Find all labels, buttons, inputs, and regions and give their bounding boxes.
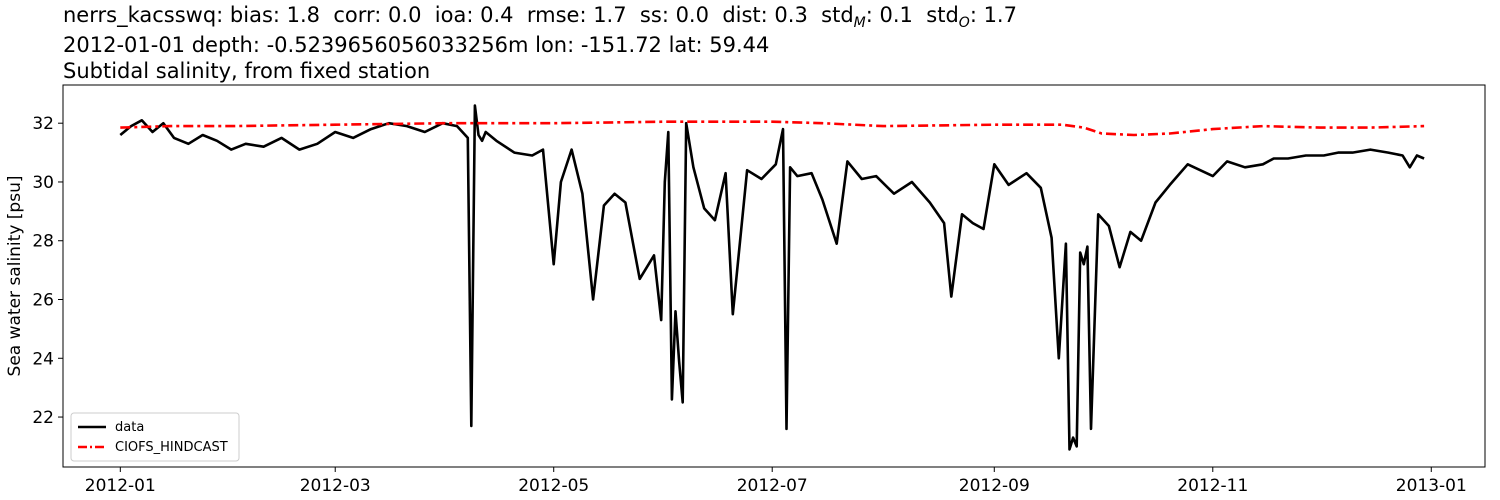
legend-label-ciofs: CIOFS_HINDCAST (115, 440, 228, 455)
plot-frame (62, 84, 1486, 468)
x-tick-label: 2012-07 (737, 476, 808, 496)
y-tick-label: 32 (32, 114, 54, 134)
series-line-ciofs-hindcast (120, 120, 1425, 137)
stats-suffix: : 1.7 (969, 3, 1017, 27)
stats-sub-o: O (958, 15, 970, 32)
y-tick-label: 26 (32, 291, 54, 311)
chart-subtitle: Subtidal salinity, from fixed station (63, 59, 431, 83)
x-tick-label: 2012-11 (1177, 476, 1248, 496)
x-tick-label: 2012-09 (959, 476, 1030, 496)
legend: data CIOFS_HINDCAST (70, 412, 240, 462)
y-tick-label: 28 (32, 232, 54, 252)
stats-mid: : 0.1 std (865, 3, 959, 27)
stats-prefix: nerrs_kacsswq: bias: 1.8 corr: 0.0 ioa: … (63, 3, 854, 27)
x-tick-label: 2012-03 (300, 476, 371, 496)
chart-stats-line: nerrs_kacsswq: bias: 1.8 corr: 0.0 ioa: … (63, 2, 1017, 36)
legend-box (70, 412, 240, 462)
y-axis-label: Sea water salinity [psu] (5, 176, 25, 377)
x-tick-label: 2012-05 (518, 476, 589, 496)
legend-label-data: data (115, 420, 144, 435)
y-tick-label: 22 (32, 408, 54, 428)
x-tick-label: 2013-01 (1396, 476, 1467, 496)
series-line-data (119, 104, 1425, 451)
x-tick-label: 2012-01 (85, 476, 156, 496)
stats-sub-m: M (853, 15, 866, 32)
y-tick-label: 30 (32, 173, 54, 193)
chart-location-line: 2012-01-01 depth: -0.5239656056033256m l… (63, 33, 770, 57)
y-tick-label: 24 (32, 349, 54, 369)
